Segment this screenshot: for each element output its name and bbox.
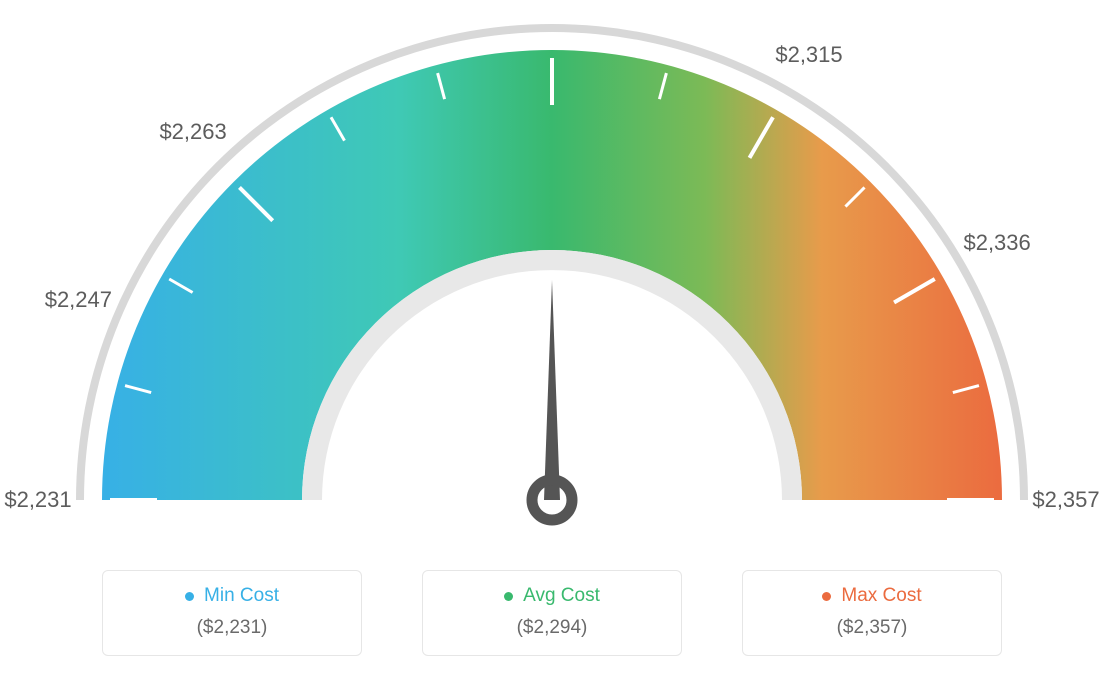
gauge-area: $2,231$2,247$2,263$2,294$2,315$2,336$2,3… bbox=[0, 0, 1104, 560]
legend-title-text: Avg Cost bbox=[523, 585, 600, 607]
legend-value-avg: ($2,294) bbox=[443, 617, 661, 639]
dot-icon bbox=[822, 592, 831, 601]
gauge-svg bbox=[0, 0, 1104, 560]
legend-value-min: ($2,231) bbox=[123, 617, 341, 639]
legend-card-avg: Avg Cost ($2,294) bbox=[422, 570, 682, 656]
legend-title-text: Max Cost bbox=[841, 585, 921, 607]
legend-title-avg: Avg Cost bbox=[504, 585, 600, 607]
gauge-tick-label: $2,357 bbox=[1032, 487, 1099, 513]
gauge-tick-label: $2,336 bbox=[963, 230, 1030, 256]
legend-title-text: Min Cost bbox=[204, 585, 279, 607]
gauge-tick-label: $2,315 bbox=[775, 42, 842, 68]
legend-card-min: Min Cost ($2,231) bbox=[102, 570, 362, 656]
legend-value-max: ($2,357) bbox=[763, 617, 981, 639]
gauge-tick-label: $2,231 bbox=[4, 487, 71, 513]
legend-title-max: Max Cost bbox=[822, 585, 921, 607]
legend-card-max: Max Cost ($2,357) bbox=[742, 570, 1002, 656]
legend-row: Min Cost ($2,231) Avg Cost ($2,294) Max … bbox=[0, 570, 1104, 656]
dot-icon bbox=[504, 592, 513, 601]
dot-icon bbox=[185, 592, 194, 601]
gauge-tick-label: $2,247 bbox=[45, 287, 112, 313]
gauge-chart-wrapper: $2,231$2,247$2,263$2,294$2,315$2,336$2,3… bbox=[0, 0, 1104, 690]
gauge-tick-label: $2,263 bbox=[159, 119, 226, 145]
legend-title-min: Min Cost bbox=[185, 585, 279, 607]
